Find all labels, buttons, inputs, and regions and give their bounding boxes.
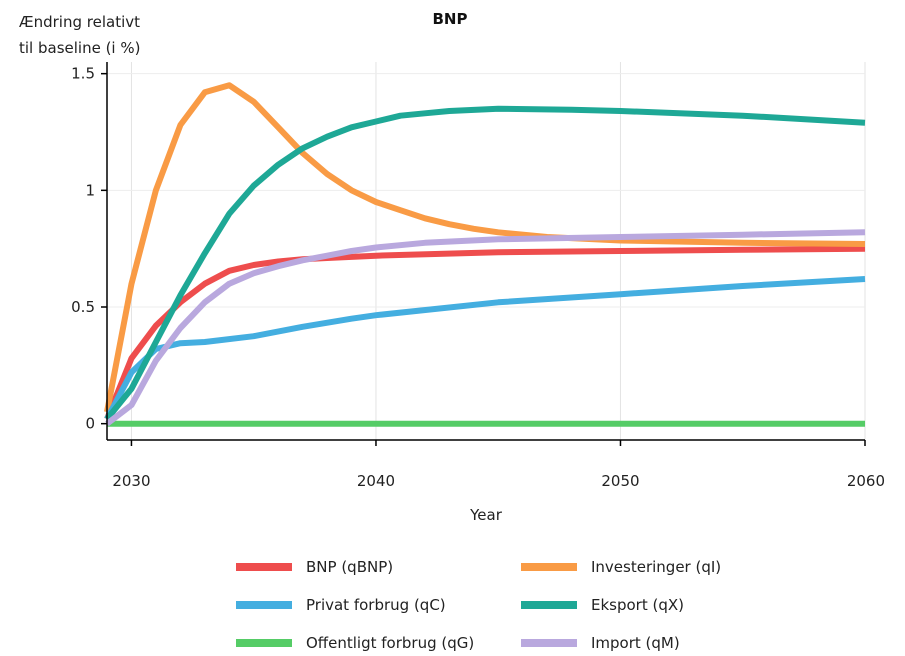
x-tick-label: 2040 (357, 472, 395, 490)
legend-label: Import (qM) (591, 634, 680, 652)
legend-item: Investeringer (qI) (521, 554, 796, 580)
legend-item: Privat forbrug (qC) (236, 592, 521, 618)
y-tick-label: 0.5 (71, 298, 95, 316)
series-line-5 (105, 229, 866, 427)
legend-item: Offentligt forbrug (qG) (236, 630, 521, 656)
legend-label: BNP (qBNP) (306, 558, 394, 576)
axes: 0 0.5 1 1.5 2030 2040 2050 2060 (71, 62, 885, 490)
legend-item: Import (qM) (521, 630, 796, 656)
line-chart: BNP Ændring relativt til baseline (i %) … (19, 10, 885, 524)
series-lines (104, 82, 866, 427)
x-tick-label: 2030 (112, 472, 150, 490)
x-axis-title: Year (469, 506, 503, 524)
x-tick-label: 2060 (847, 472, 885, 490)
legend-item: BNP (qBNP) (236, 554, 521, 580)
y-axis-title-line2: til baseline (i %) (19, 39, 140, 57)
series-line-2 (104, 276, 866, 421)
legend-item: Eksport (qX) (521, 592, 796, 618)
y-axis-title-line1: Ændring relativt (19, 13, 140, 31)
y-tick-label: 1 (85, 181, 95, 199)
legend-swatch (236, 563, 292, 571)
series-line-1 (104, 82, 866, 413)
y-tick-label: 0 (85, 415, 95, 433)
legend-swatch (236, 601, 292, 609)
legend: BNP (qBNP) Investeringer (qI) Privat forbr… (236, 554, 796, 656)
legend-label: Privat forbrug (qC) (306, 596, 446, 614)
legend-label: Investeringer (qI) (591, 558, 722, 576)
legend-swatch (521, 601, 577, 609)
grid-lines (107, 62, 866, 440)
y-tick-label: 1.5 (71, 65, 95, 83)
legend-swatch (236, 639, 292, 647)
legend-label: Eksport (qX) (591, 596, 684, 614)
legend-label: Offentligt forbrug (qG) (306, 634, 475, 652)
chart-title: BNP (433, 10, 468, 28)
legend-swatch (521, 563, 577, 571)
legend-swatch (521, 639, 577, 647)
series-line-0 (104, 245, 866, 421)
series-line-3 (104, 105, 866, 421)
x-tick-label: 2050 (601, 472, 639, 490)
